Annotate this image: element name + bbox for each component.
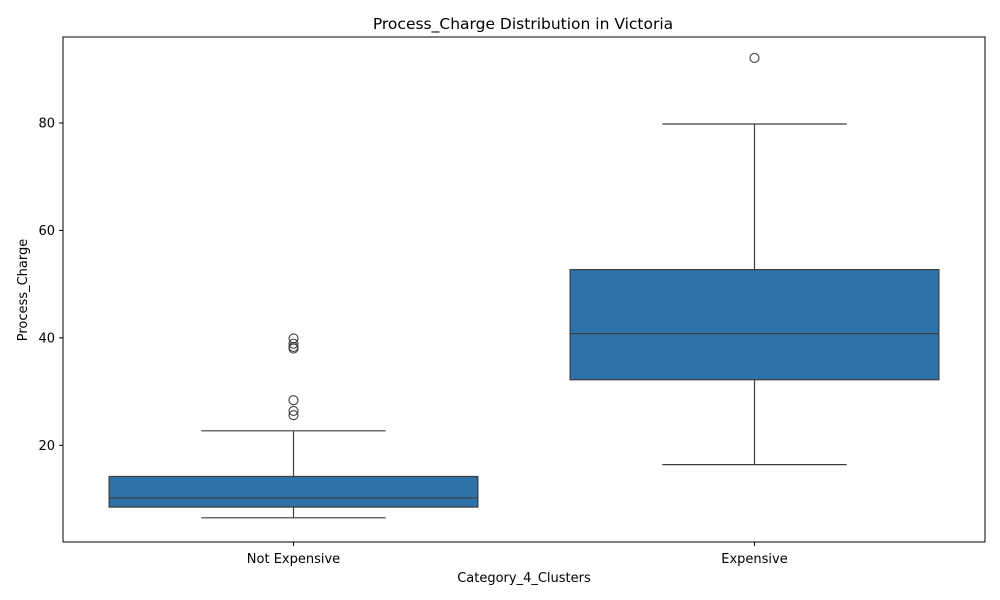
y-axis-title: Process_Charge bbox=[16, 239, 31, 341]
outlier-point bbox=[288, 405, 299, 416]
x-tick-label: Expensive bbox=[721, 552, 787, 567]
box-group-2 bbox=[569, 52, 940, 466]
outlier-point bbox=[288, 395, 299, 406]
outlier-point bbox=[288, 338, 299, 349]
x-axis: Not Expensive Expensive bbox=[247, 542, 788, 567]
iqr-box bbox=[569, 269, 940, 381]
y-tick-label: 40 bbox=[38, 331, 55, 346]
outlier-point bbox=[288, 333, 299, 344]
x-tick-label: Not Expensive bbox=[247, 552, 340, 567]
iqr-box bbox=[108, 475, 479, 508]
y-tick-label: 60 bbox=[38, 224, 55, 239]
y-tick-label: 80 bbox=[38, 116, 55, 131]
x-axis-title: Category_4_Clusters bbox=[457, 571, 591, 586]
outlier-point bbox=[288, 410, 299, 421]
y-axis: 20 40 60 80 bbox=[38, 116, 63, 454]
chart-title: Process_Charge Distribution in Victoria bbox=[373, 15, 673, 34]
box-group-1 bbox=[108, 333, 479, 519]
plot-content bbox=[108, 52, 940, 519]
plot-area-frame bbox=[62, 36, 986, 543]
outlier-point bbox=[749, 52, 760, 64]
y-tick-label: 20 bbox=[38, 439, 55, 454]
